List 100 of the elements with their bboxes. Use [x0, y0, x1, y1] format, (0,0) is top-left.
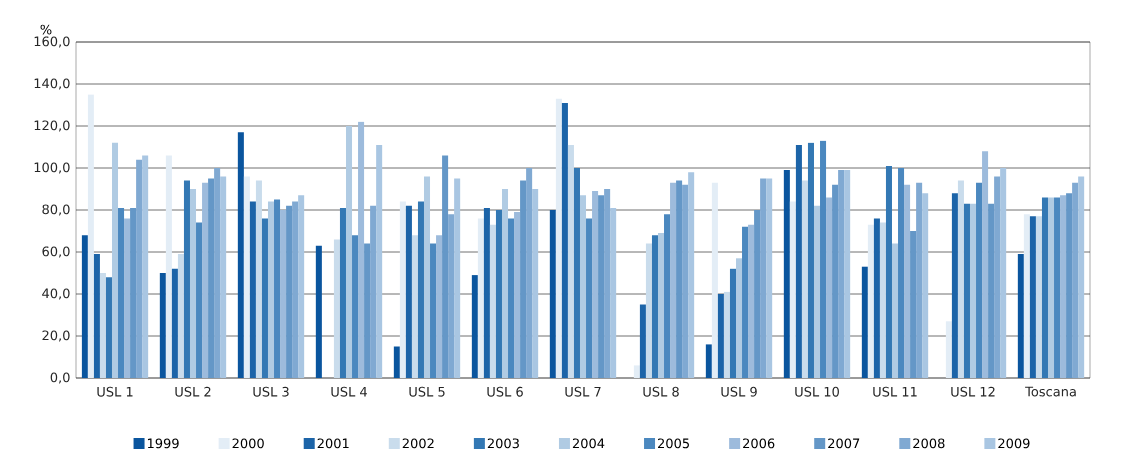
bar: [645, 243, 652, 378]
bar: [1060, 195, 1067, 378]
bar: [202, 182, 209, 378]
bar: [448, 214, 455, 378]
legend-label: 1999: [147, 438, 179, 449]
x-tick-label: USL 7: [565, 386, 601, 397]
bar: [670, 182, 677, 378]
legend-label: 2002: [402, 438, 434, 449]
bar: [1041, 197, 1048, 378]
bar: [520, 180, 527, 378]
bar: [237, 132, 244, 378]
bar: [399, 201, 406, 378]
y-tick-label: 80,0: [42, 204, 70, 216]
bar: [105, 277, 112, 378]
bar: [99, 273, 106, 378]
bar: [243, 176, 250, 378]
bar: [813, 205, 821, 378]
bar: [573, 168, 580, 378]
bar: [994, 176, 1001, 378]
bar: [526, 168, 533, 378]
bar: [124, 218, 131, 378]
bar: [898, 168, 905, 378]
bar: [867, 224, 874, 378]
bar: [873, 218, 880, 378]
y-tick-label: 140,0: [34, 78, 70, 90]
bar: [891, 243, 899, 378]
bar: [963, 203, 970, 378]
bar: [969, 203, 977, 378]
bar: [333, 239, 340, 378]
bar: [705, 344, 712, 378]
y-tick-label: 20,0: [42, 330, 70, 342]
bar: [676, 180, 683, 378]
x-tick-label: USL 9: [721, 386, 757, 397]
bar: [879, 222, 886, 378]
bar: [1029, 216, 1036, 378]
bar: [754, 210, 761, 378]
bar: [189, 189, 197, 378]
bar: [93, 254, 100, 378]
bar: [159, 273, 166, 378]
bar: [885, 165, 892, 378]
bar: [514, 212, 521, 378]
bar: [861, 266, 868, 378]
bar: [904, 184, 911, 378]
bar: [405, 205, 412, 378]
bar: [364, 243, 371, 378]
bar: [292, 201, 299, 378]
bar: [196, 222, 203, 378]
bar: [411, 235, 418, 378]
bar: [483, 207, 490, 378]
bar: [633, 365, 640, 378]
bar: [555, 98, 562, 378]
y-tick-label: 0,0: [50, 372, 70, 384]
bar: [423, 176, 431, 378]
bar: [717, 294, 724, 378]
legend-label: 2009: [998, 438, 1030, 449]
y-axis-title: %: [40, 24, 52, 35]
legend-label: 2007: [828, 438, 860, 449]
bar: [723, 291, 730, 378]
bar: [735, 258, 743, 378]
bar: [298, 195, 305, 378]
bar: [1023, 214, 1030, 378]
bar: [657, 233, 665, 378]
bar: [220, 176, 227, 378]
bar: [1054, 197, 1061, 378]
x-tick-label: USL 5: [409, 386, 445, 397]
bar: [358, 121, 365, 378]
bar: [945, 321, 952, 378]
legend-label: 2008: [913, 438, 945, 449]
legend-label: 2000: [232, 438, 264, 449]
bar: [1017, 254, 1024, 378]
bar: [795, 144, 802, 378]
x-tick-label: USL 2: [175, 386, 211, 397]
bar: [1078, 176, 1085, 378]
legend-label: 2004: [572, 438, 605, 449]
bar: [495, 210, 502, 378]
bar: [760, 178, 767, 378]
bar: [118, 207, 125, 378]
bar: [592, 191, 599, 378]
bar: [844, 170, 851, 378]
bar: [586, 218, 593, 378]
x-tick-label: USL 4: [331, 386, 367, 397]
bar: [807, 142, 814, 378]
bar: [801, 180, 808, 378]
y-tick-label: 40,0: [42, 288, 70, 300]
bar: [177, 254, 184, 378]
bar: [274, 199, 281, 378]
x-tick-label: USL 12: [951, 386, 995, 397]
bar: [988, 203, 995, 378]
x-tick-label: USL 1: [97, 386, 133, 397]
bar: [1072, 182, 1079, 378]
bar: [417, 201, 424, 378]
x-tick-label: USL 3: [253, 386, 289, 397]
bar: [688, 172, 695, 378]
bar: [651, 235, 658, 378]
bar: [345, 126, 353, 378]
y-tick-label: 160,0: [34, 36, 70, 48]
bar: [1047, 197, 1055, 378]
bar: [1066, 193, 1073, 378]
bar: [922, 193, 929, 378]
bar: [208, 178, 215, 378]
